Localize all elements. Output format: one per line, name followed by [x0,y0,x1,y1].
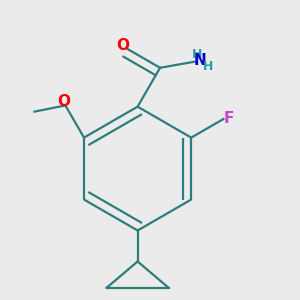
Text: F: F [224,111,234,126]
Text: O: O [57,94,70,109]
Text: O: O [116,38,129,53]
Text: H: H [203,60,214,73]
Text: N: N [194,52,206,68]
Text: H: H [192,48,202,61]
